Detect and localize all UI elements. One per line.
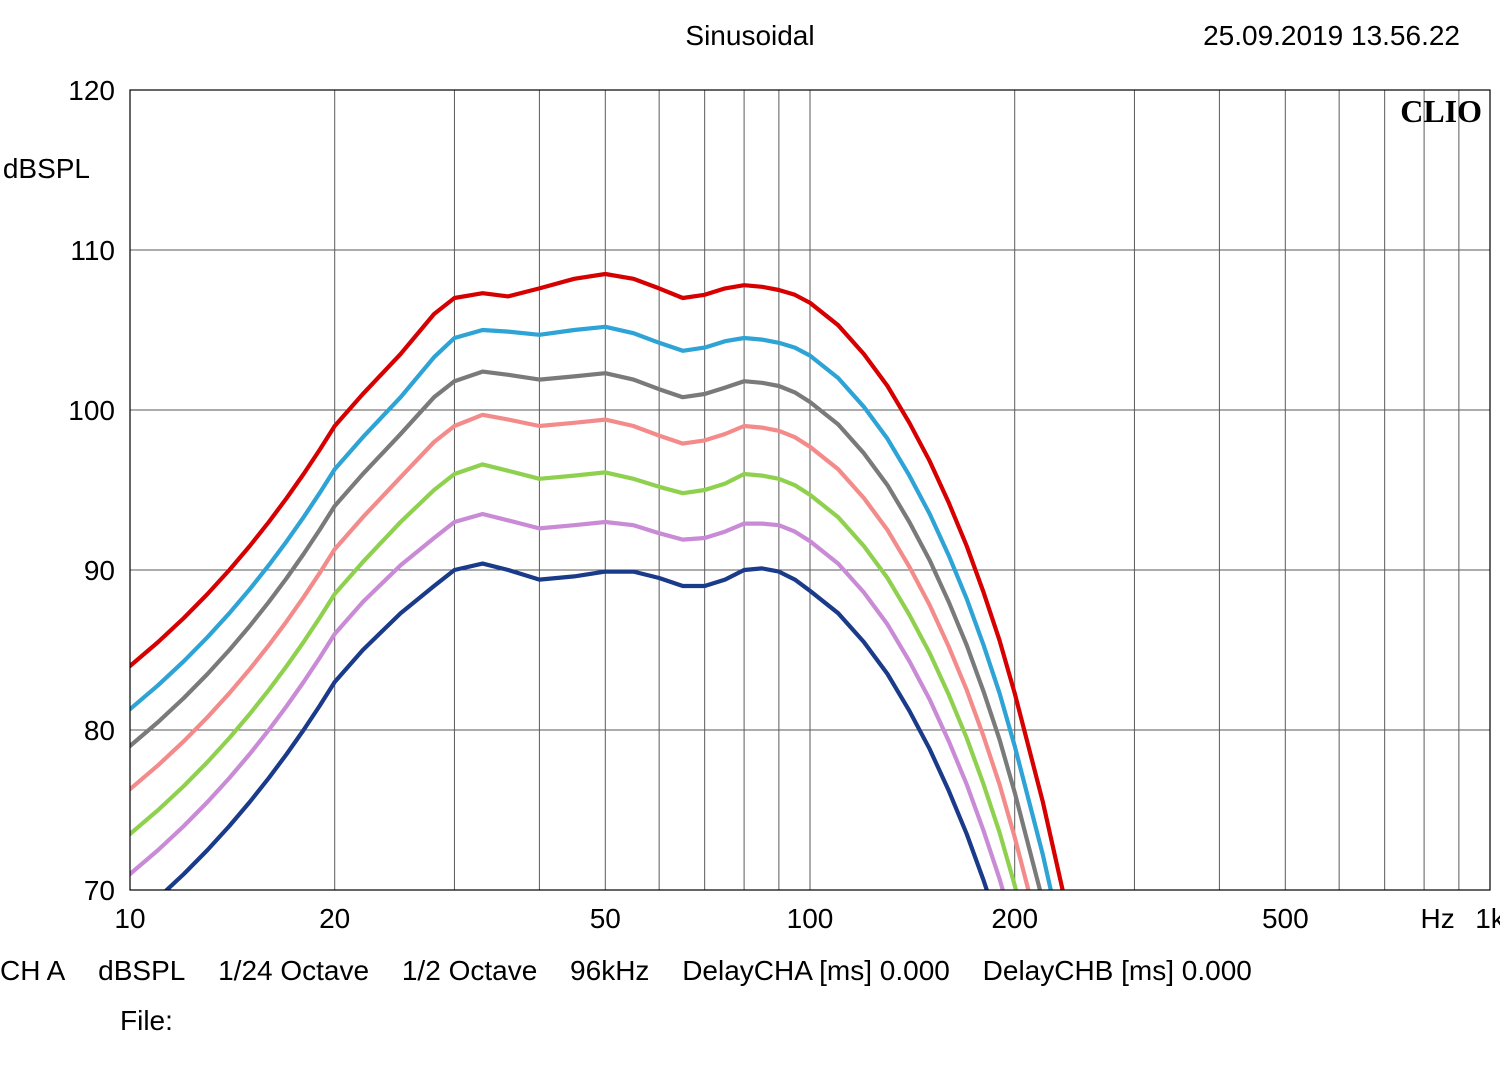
chart-timestamp: 25.09.2019 13.56.22 — [1203, 20, 1460, 52]
footer-line-1: CH A dBSPL 1/24 Octave 1/2 Octave 96kHz … — [0, 955, 1500, 987]
chart-header: Sinusoidal 25.09.2019 13.56.22 — [0, 0, 1500, 70]
svg-text:CLIO: CLIO — [1400, 93, 1482, 129]
page-root: Sinusoidal 25.09.2019 13.56.22 70 80 90 100… — [0, 0, 1500, 1074]
svg-text:Hz: Hz — [1421, 903, 1455, 934]
chart-area: 70 80 90 100 110 120 10 20 50 100 200 500 1k dBSPL Hz C… — [0, 70, 1500, 940]
svg-text:500: 500 — [1262, 903, 1309, 934]
svg-text:110: 110 — [70, 235, 115, 266]
footer-channel: CH A — [0, 955, 65, 986]
svg-text:20: 20 — [319, 903, 350, 934]
chart-title: Sinusoidal — [685, 20, 814, 52]
frequency-response-chart: 70 80 90 100 110 120 10 20 50 100 200 500 1k dBSPL Hz C… — [0, 70, 1500, 940]
svg-text:1k: 1k — [1475, 903, 1500, 934]
footer-unit: dBSPL — [98, 955, 185, 986]
footer-smoothing-2: 1/2 Octave — [402, 955, 537, 986]
svg-text:100: 100 — [787, 903, 834, 934]
footer-smoothing-1: 1/24 Octave — [218, 955, 369, 986]
footer-delay-b: DelayCHB [ms] 0.000 — [983, 955, 1252, 986]
footer-delay-a: DelayCHA [ms] 0.000 — [682, 955, 950, 986]
chart-footer: CH A dBSPL 1/24 Octave 1/2 Octave 96kHz … — [0, 940, 1500, 1074]
svg-text:90: 90 — [84, 555, 115, 586]
svg-text:70: 70 — [84, 875, 115, 906]
svg-text:10: 10 — [114, 903, 145, 934]
footer-samplerate: 96kHz — [570, 955, 649, 986]
footer-file-label: File: — [120, 1005, 173, 1037]
svg-text:dBSPL: dBSPL — [3, 153, 90, 184]
svg-text:200: 200 — [991, 903, 1038, 934]
svg-text:50: 50 — [590, 903, 621, 934]
svg-text:80: 80 — [84, 715, 115, 746]
svg-text:120: 120 — [68, 75, 115, 106]
svg-text:100: 100 — [68, 395, 115, 426]
